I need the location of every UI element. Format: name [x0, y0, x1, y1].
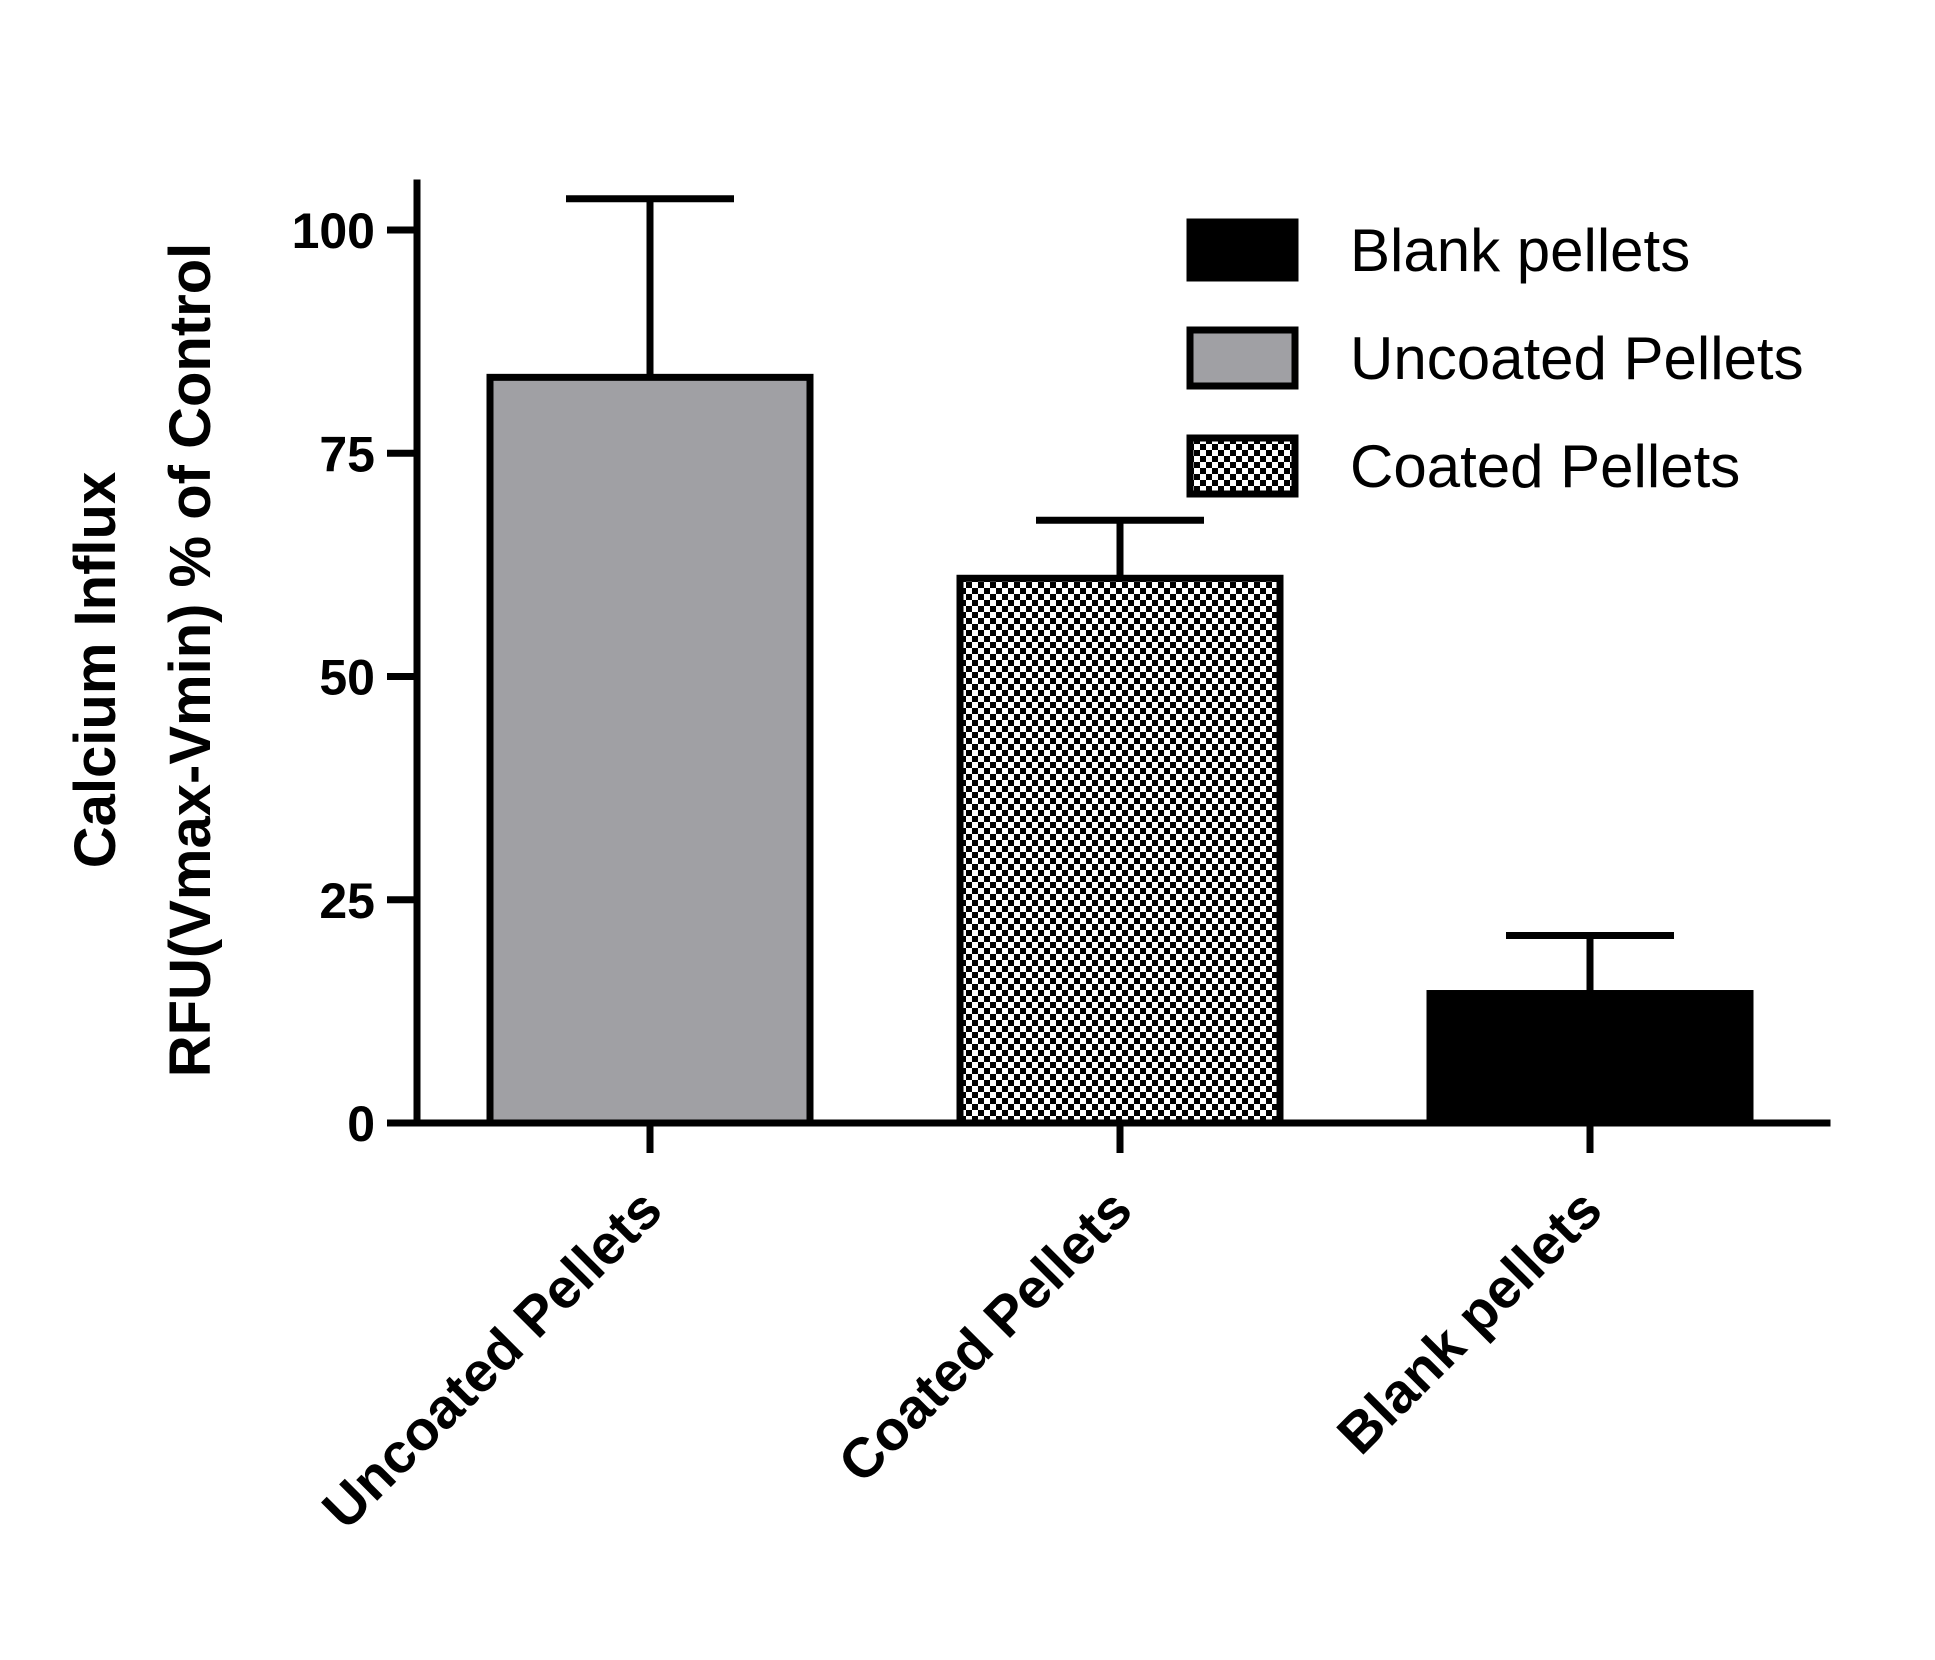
x-tick-label: Blank pellets [1325, 1177, 1614, 1466]
y-ticks: 0 25 50 75 100 [292, 203, 417, 1152]
legend-swatch [1186, 434, 1299, 498]
y-tick-label: 50 [319, 650, 375, 706]
y-tick-label: 25 [319, 873, 375, 929]
bar-blank-pellets [1426, 990, 1754, 1127]
legend-swatch [1186, 218, 1299, 282]
y-tick-label: 100 [292, 203, 375, 259]
bars [486, 373, 1754, 1127]
x-tick-label: Uncoated Pellets [310, 1177, 674, 1541]
legend-label: Blank pellets [1350, 217, 1690, 284]
legend: Blank pellets Uncoated Pellets Coated Pell… [1186, 217, 1804, 500]
legend-label: Uncoated Pellets [1350, 325, 1804, 392]
y-tick-label: 75 [319, 426, 375, 482]
bar-coated-pellets [956, 574, 1284, 1127]
error-bars [566, 195, 1674, 994]
y-axis-title-line1: Calcium Influx [63, 472, 128, 868]
x-ticks: Uncoated Pellets Coated Pellets Blank pell… [310, 1123, 1614, 1541]
bar-uncoated-pellets [486, 373, 814, 1127]
legend-swatch [1186, 326, 1299, 390]
legend-label: Coated Pellets [1350, 433, 1740, 500]
y-axis-title-line2: RFU(Vmax-Vmin) % of Control [158, 243, 223, 1078]
y-tick-label: 0 [347, 1096, 375, 1152]
x-tick-label: Coated Pellets [826, 1177, 1143, 1494]
